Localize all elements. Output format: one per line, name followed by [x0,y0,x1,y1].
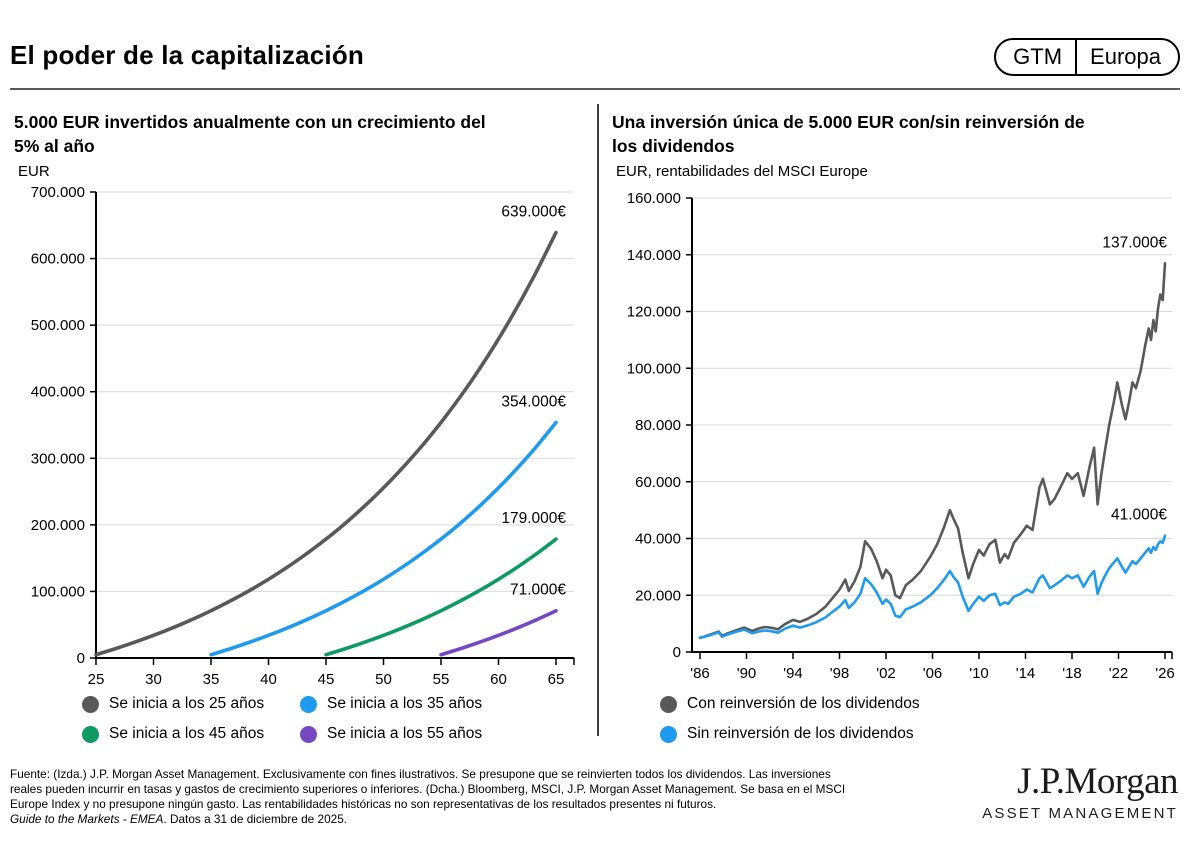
legend-item-start-45: Se inicia a los 45 años [82,719,300,749]
footnote-line1: Fuente: (Izda.) J.P. Morgan Asset Manage… [10,767,831,781]
jpmorgan-logo: J.P.Morgan ASSET MANAGEMENT [982,761,1178,823]
data-as-of-date: . Datos a 31 de diciembre de 2025. [163,812,348,826]
legend-label: Se inicia a los 35 años [327,695,483,712]
svg-text:'98: '98 [830,665,850,682]
jpmorgan-wordmark: J.P.Morgan [1017,761,1178,802]
svg-text:137.000€: 137.000€ [1102,234,1167,251]
legend-item-start-25: Se inicia a los 25 años [82,689,300,719]
svg-text:'86: '86 [690,665,710,682]
legend-label: Sin reinversión de los dividendos [687,725,914,742]
gtm-europa-badge: GTM Europa [994,38,1180,76]
svg-text:80.000: 80.000 [635,417,681,434]
svg-text:50: 50 [375,671,392,688]
source-footnote: Fuente: (Izda.) J.P. Morgan Asset Manage… [10,767,845,827]
svg-text:'10: '10 [969,665,989,682]
svg-text:140.000: 140.000 [627,247,681,264]
right-chart-title: Una inversión única de 5.000 EUR con/sin… [612,110,1187,158]
left-chart-unit-label: EUR [18,163,50,180]
asset-management-label: ASSET MANAGEMENT [982,805,1178,822]
svg-text:354.000€: 354.000€ [501,393,566,410]
svg-text:60.000: 60.000 [635,474,681,491]
left-chart-title: 5.000 EUR invertidos anualmente con un c… [14,110,589,158]
legend-label: Se inicia a los 25 años [109,695,265,712]
badge-gtm-label: GTM [1013,44,1063,69]
svg-text:'90: '90 [737,665,757,682]
svg-text:'18: '18 [1062,665,1082,682]
without-reinvestment-swatch-icon [660,725,677,743]
svg-text:100.000: 100.000 [627,360,681,377]
left-chart-legend: Se inicia a los 25 años Se inicia a los … [82,689,482,749]
start-25-swatch-icon [82,695,99,713]
svg-text:0: 0 [77,650,85,667]
right-chart-title-line2: los dividendos [612,136,735,156]
svg-text:35: 35 [203,671,220,688]
start-55-swatch-icon [300,725,317,743]
svg-text:40: 40 [260,671,277,688]
svg-text:120.000: 120.000 [627,304,681,321]
svg-text:71.000€: 71.000€ [510,582,566,599]
svg-text:40.000: 40.000 [635,531,681,548]
legend-item-without-reinvestment: Sin reinversión de los dividendos [660,719,920,749]
panel-divider [597,104,599,736]
svg-text:'06: '06 [923,665,943,682]
svg-text:55: 55 [433,671,450,688]
svg-text:60: 60 [490,671,507,688]
legend-label: Con reinversión de los dividendos [687,695,920,712]
svg-text:600.000: 600.000 [31,251,85,268]
svg-text:'26: '26 [1155,665,1175,682]
badge-divider [1075,40,1078,74]
legend-label: Se inicia a los 45 años [109,725,265,742]
msci-europe-dividends-chart: 0 20.000 40.000 60.000 80.000 100.000 120.000 1… [627,190,1175,682]
svg-text:500.000: 500.000 [31,317,85,334]
with-reinvestment-swatch-icon [660,695,677,713]
svg-text:'02: '02 [876,665,896,682]
header-rule [10,88,1180,90]
svg-text:30: 30 [145,671,162,688]
svg-text:400.000: 400.000 [31,384,85,401]
footnote-line2: reales pueden incurrir en tasas y gastos… [10,782,846,796]
svg-text:20.000: 20.000 [635,587,681,604]
footnote-line3: Europe Index y no presupone ningún gasto… [10,797,717,811]
svg-text:'94: '94 [783,665,803,682]
right-chart-unit-label: EUR, rentabilidades del MSCI Europe [616,163,868,180]
footnote-line4: Guide to the Markets - EMEA. Datos a 31 … [10,812,845,827]
page-title: El poder de la capitalización [10,40,365,70]
svg-text:639.000€: 639.000€ [501,203,566,220]
left-chart-title-line1: 5.000 EUR invertidos anualmente con un c… [14,112,486,132]
legend-item-with-reinvestment: Con reinversión de los dividendos [660,689,920,719]
svg-text:160.000: 160.000 [627,190,681,207]
annual-investment-growth-chart: 0 100.000 200.000 300.000 400.000 500.000 600.… [31,184,575,688]
svg-text:100.000: 100.000 [31,583,85,600]
right-chart-title-line1: Una inversión única de 5.000 EUR con/sin… [612,112,1085,132]
right-chart-legend: Con reinversión de los dividendos Sin re… [660,689,920,749]
legend-label: Se inicia a los 55 años [327,725,483,742]
svg-text:65: 65 [548,671,565,688]
svg-text:45: 45 [318,671,335,688]
start-45-swatch-icon [82,725,99,743]
legend-item-start-55: Se inicia a los 55 años [300,719,482,749]
left-chart-title-line2: 5% al año [14,136,95,156]
svg-text:'14: '14 [1016,665,1036,682]
gtm-publication-name: Guide to the Markets - EMEA [10,812,164,826]
svg-text:300.000: 300.000 [31,450,85,467]
svg-text:700.000: 700.000 [31,184,85,201]
svg-text:0: 0 [673,644,681,661]
svg-text:'22: '22 [1109,665,1129,682]
badge-europa-label: Europa [1090,44,1161,69]
svg-text:41.000€: 41.000€ [1111,507,1167,524]
start-35-swatch-icon [300,695,317,713]
svg-text:25: 25 [88,671,105,688]
svg-text:200.000: 200.000 [31,517,85,534]
svg-text:179.000€: 179.000€ [501,510,566,527]
legend-item-start-35: Se inicia a los 35 años [300,689,482,719]
